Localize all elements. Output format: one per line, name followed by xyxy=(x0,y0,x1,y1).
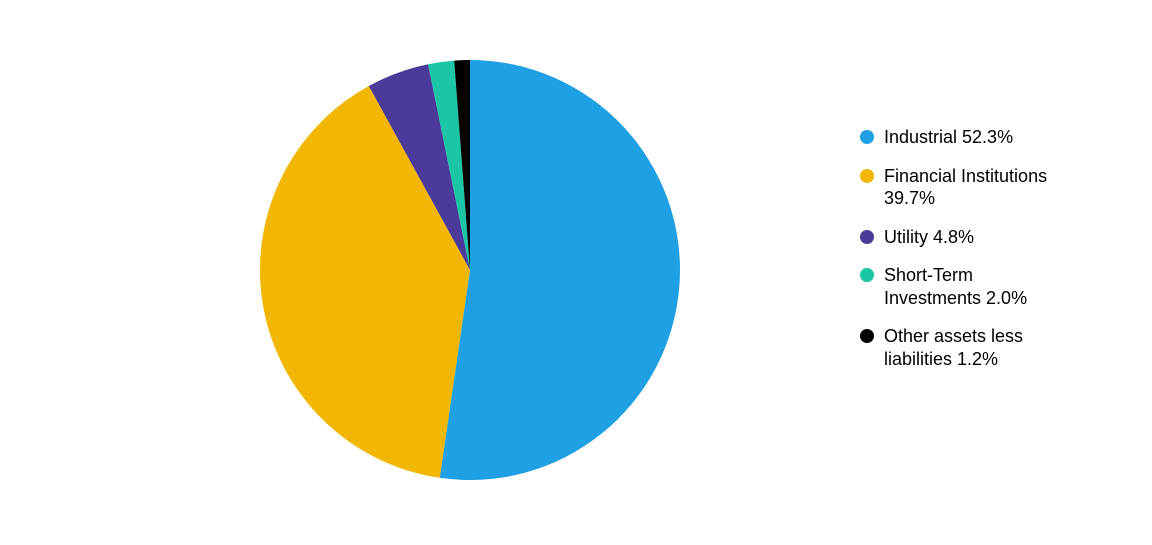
legend-item: Other assets less liabilities 1.2% xyxy=(860,325,1070,370)
chart-stage: Industrial 52.3% Financial Institutions 3… xyxy=(0,0,1152,540)
legend-label: Other assets less liabilities 1.2% xyxy=(884,325,1070,370)
legend-swatch xyxy=(860,169,874,183)
legend-swatch xyxy=(860,329,874,343)
legend-label: Short-Term Investments 2.0% xyxy=(884,264,1070,309)
legend-item: Financial Institutions 39.7% xyxy=(860,165,1070,210)
legend-swatch xyxy=(860,230,874,244)
legend: Industrial 52.3% Financial Institutions 3… xyxy=(860,126,1070,370)
legend-swatch xyxy=(860,130,874,144)
legend-item: Industrial 52.3% xyxy=(860,126,1070,149)
legend-label: Financial Institutions 39.7% xyxy=(884,165,1070,210)
legend-item: Utility 4.8% xyxy=(860,226,1070,249)
legend-label: Industrial 52.3% xyxy=(884,126,1013,149)
legend-swatch xyxy=(860,268,874,282)
pie-slice xyxy=(440,60,680,480)
legend-item: Short-Term Investments 2.0% xyxy=(860,264,1070,309)
legend-label: Utility 4.8% xyxy=(884,226,974,249)
